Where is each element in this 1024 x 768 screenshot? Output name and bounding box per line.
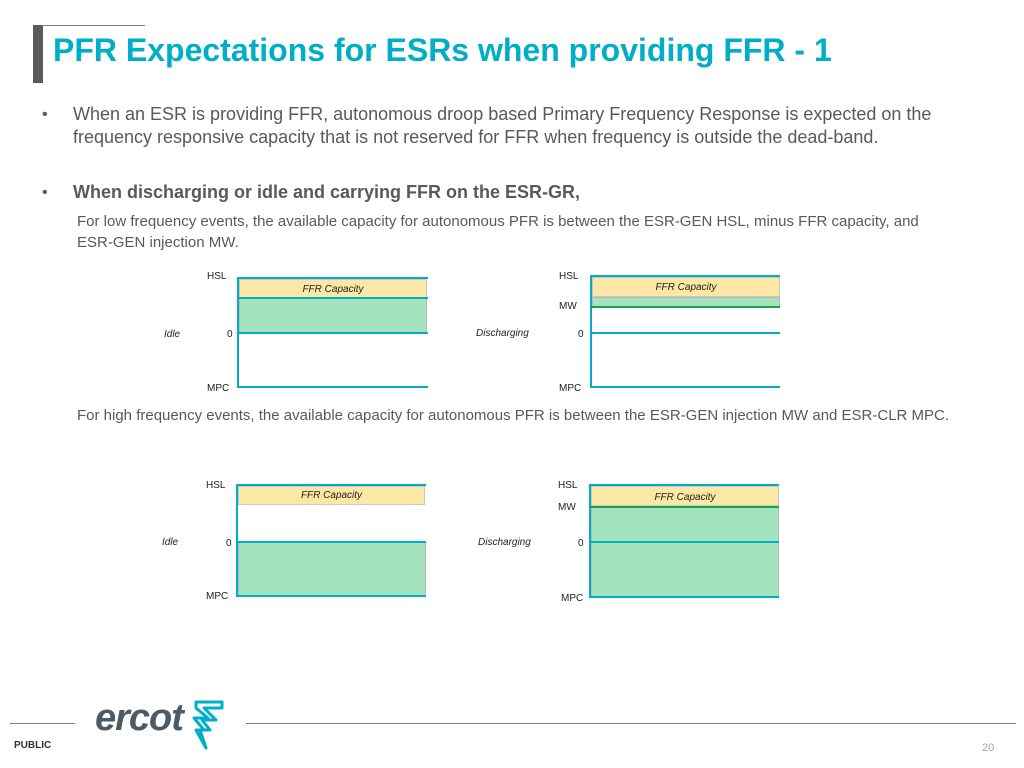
mpc-label: MPC xyxy=(559,383,582,394)
bullet-dot: • xyxy=(42,106,48,123)
mw-label: MW xyxy=(558,502,576,513)
bullet-text-bold: When discharging or idle and carrying FF… xyxy=(73,182,581,202)
ffr-capacity-label: FFR Capacity xyxy=(302,284,364,295)
hsl-line xyxy=(237,277,428,279)
mw-line xyxy=(589,506,779,508)
zero-label: 0 xyxy=(578,329,584,340)
hsl-label: HSL xyxy=(206,480,226,491)
ercot-logo: ercot xyxy=(95,697,184,739)
mw-label: MW xyxy=(559,301,577,312)
pfr-available-area xyxy=(591,507,779,597)
title-accent-rule xyxy=(43,25,145,26)
axis-vertical xyxy=(236,484,238,597)
hsl-label: HSL xyxy=(207,271,227,282)
ffr-capacity-box: FFR Capacity xyxy=(238,486,425,505)
state-label: Discharging xyxy=(478,537,531,548)
ffr-capacity-label: FFR Capacity xyxy=(300,490,363,501)
mpc-line xyxy=(236,595,426,597)
zero-line xyxy=(236,541,426,543)
zero-label: 0 xyxy=(578,538,584,549)
bullet-dot: • xyxy=(42,184,48,201)
zero-line xyxy=(589,541,779,543)
page-title: PFR Expectations for ESRs when providing… xyxy=(53,32,832,68)
pfr-available-area xyxy=(238,542,426,596)
page-number: 20 xyxy=(982,742,995,754)
mw-line xyxy=(590,306,780,308)
bullet-text: When an ESR is providing FFR, autonomous… xyxy=(73,104,932,147)
zero-line xyxy=(237,332,428,334)
ffr-capacity-box: FFR Capacity xyxy=(591,486,779,506)
mpc-line xyxy=(590,386,780,388)
mpc-label: MPC xyxy=(207,383,230,394)
mpc-label: MPC xyxy=(206,591,229,602)
classification-label: PUBLIC xyxy=(14,740,52,751)
hsl-label: HSL xyxy=(559,271,579,282)
footer-rule-right xyxy=(246,723,1016,724)
ffr-capacity-label: FFR Capacity xyxy=(655,282,717,293)
ffr-capacity-box: FFR Capacity xyxy=(239,279,427,298)
title-accent-bar xyxy=(33,25,43,83)
hsl-line xyxy=(590,275,780,277)
hsl-line xyxy=(589,484,779,486)
ffr-bottom-line xyxy=(237,297,428,299)
low-frequency-description: For low frequency events, the available … xyxy=(77,213,919,251)
state-label: Idle xyxy=(162,537,179,548)
ffr-capacity-box: FFR Capacity xyxy=(592,277,780,297)
zero-label: 0 xyxy=(227,329,233,340)
zero-line xyxy=(590,332,780,334)
mpc-line xyxy=(237,386,428,388)
ffr-capacity-label: FFR Capacity xyxy=(654,492,716,503)
hsl-line xyxy=(236,484,426,486)
state-label: Discharging xyxy=(476,328,529,339)
state-label: Idle xyxy=(164,329,181,340)
axis-vertical xyxy=(590,275,592,388)
mpc-line xyxy=(589,596,779,598)
hsl-label: HSL xyxy=(558,480,578,491)
ercot-bolt-logo-icon xyxy=(192,700,224,750)
mpc-label: MPC xyxy=(561,593,584,604)
high-frequency-description: For high frequency events, the available… xyxy=(77,407,950,424)
footer-rule-left xyxy=(10,723,75,724)
zero-label: 0 xyxy=(226,538,232,549)
pfr-available-area xyxy=(239,298,427,333)
